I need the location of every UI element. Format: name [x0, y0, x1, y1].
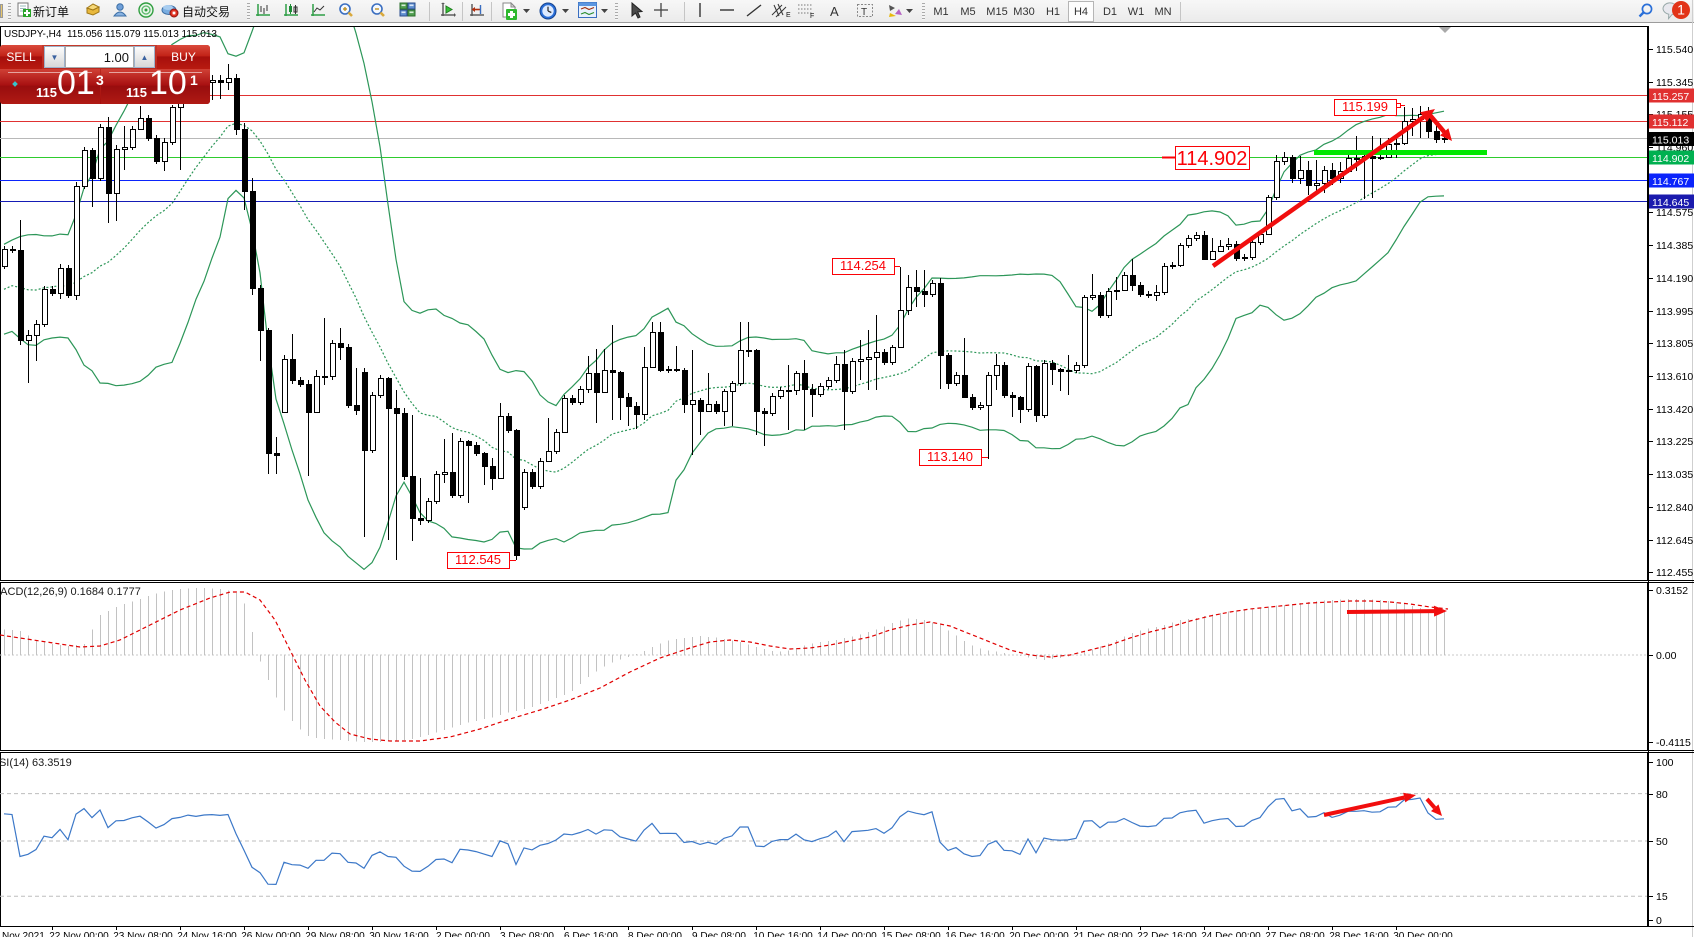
svg-text:21 Dec 08:00: 21 Dec 08:00 — [1073, 931, 1133, 937]
svg-text:115.540: 115.540 — [1656, 44, 1693, 56]
svg-text:8 Dec 00:00: 8 Dec 00:00 — [628, 931, 682, 937]
svg-text:F: F — [810, 13, 814, 20]
svg-text:114.902: 114.902 — [1177, 148, 1248, 170]
svg-text:0: 0 — [1656, 915, 1662, 927]
svg-text:29 Nov 08:00: 29 Nov 08:00 — [305, 931, 365, 937]
svg-text:113.225: 113.225 — [1656, 436, 1693, 448]
svg-text:T: T — [861, 7, 867, 18]
svg-text:114.190: 114.190 — [1656, 273, 1693, 285]
svg-text:80: 80 — [1656, 789, 1668, 801]
svg-text:112.645: 112.645 — [1656, 535, 1693, 547]
svg-text:1: 1 — [1677, 2, 1685, 18]
svg-text:Nov 2021: Nov 2021 — [2, 931, 45, 937]
svg-text:115.257: 115.257 — [1652, 91, 1689, 103]
svg-text:30 Nov 16:00: 30 Nov 16:00 — [369, 931, 429, 937]
svg-text:100: 100 — [1656, 757, 1674, 769]
svg-text:30 Dec 00:00: 30 Dec 00:00 — [1393, 931, 1453, 937]
svg-text:24 Dec 00:00: 24 Dec 00:00 — [1201, 931, 1261, 937]
svg-text:27 Dec 08:00: 27 Dec 08:00 — [1265, 931, 1325, 937]
svg-text:113.805: 113.805 — [1656, 338, 1693, 350]
svg-text:0.3152: 0.3152 — [1656, 585, 1688, 597]
svg-text:114.645: 114.645 — [1652, 197, 1689, 209]
svg-text:115.112: 115.112 — [1652, 117, 1689, 129]
svg-text:114.385: 114.385 — [1656, 240, 1693, 252]
svg-text:USDJPY-,H4 115.056 115.079 11: USDJPY-,H4 115.056 115.079 115.013 115.0… — [4, 29, 217, 40]
svg-text:114.254: 114.254 — [840, 258, 886, 273]
svg-text:115.345: 115.345 — [1656, 77, 1693, 89]
svg-text:22 Dec 16:00: 22 Dec 16:00 — [1137, 931, 1197, 937]
svg-text:114.767: 114.767 — [1652, 176, 1689, 188]
svg-text:14 Dec 00:00: 14 Dec 00:00 — [817, 931, 877, 937]
svg-text:-0.4115: -0.4115 — [1656, 737, 1691, 749]
svg-text:113.035: 113.035 — [1656, 469, 1693, 481]
svg-text:113.140: 113.140 — [927, 449, 973, 464]
svg-text:20 Dec 00:00: 20 Dec 00:00 — [1009, 931, 1069, 937]
svg-text:113.420: 113.420 — [1656, 404, 1693, 416]
svg-text:3 Dec 08:00: 3 Dec 08:00 — [500, 931, 554, 937]
svg-text:22 Nov 00:00: 22 Nov 00:00 — [49, 931, 109, 937]
svg-text:RSI(14) 63.3519: RSI(14) 63.3519 — [0, 757, 72, 769]
svg-text:114.902: 114.902 — [1652, 153, 1689, 165]
svg-text:9 Dec 08:00: 9 Dec 08:00 — [692, 931, 746, 937]
svg-text:15: 15 — [1656, 891, 1668, 903]
svg-text:10 Dec 16:00: 10 Dec 16:00 — [753, 931, 813, 937]
svg-text:15 Dec 08:00: 15 Dec 08:00 — [881, 931, 941, 937]
svg-text:112.455: 112.455 — [1656, 567, 1693, 579]
svg-text:114.575: 114.575 — [1656, 207, 1693, 219]
svg-text:16 Dec 16:00: 16 Dec 16:00 — [945, 931, 1005, 937]
svg-text:E: E — [786, 12, 791, 19]
svg-text:24 Nov 16:00: 24 Nov 16:00 — [177, 931, 237, 937]
svg-text:50: 50 — [1656, 836, 1668, 848]
svg-text:0.00: 0.00 — [1656, 650, 1677, 662]
svg-text:113.610: 113.610 — [1656, 371, 1693, 383]
svg-text:113.995: 113.995 — [1656, 306, 1693, 318]
svg-text:26 Nov 00:00: 26 Nov 00:00 — [241, 931, 301, 937]
svg-text:MACD(12,26,9) 0.1684 0.1777: MACD(12,26,9) 0.1684 0.1777 — [0, 586, 141, 598]
svg-text:115.199: 115.199 — [1342, 99, 1388, 114]
svg-text:2 Dec 00:00: 2 Dec 00:00 — [436, 931, 490, 937]
svg-text:28 Dec 16:00: 28 Dec 16:00 — [1329, 931, 1389, 937]
svg-text:6 Dec 16:00: 6 Dec 16:00 — [564, 931, 618, 937]
svg-text:115.013: 115.013 — [1652, 135, 1689, 147]
svg-text:112.840: 112.840 — [1656, 502, 1693, 514]
svg-text:112.545: 112.545 — [455, 552, 501, 567]
svg-text:23 Nov 08:00: 23 Nov 08:00 — [113, 931, 173, 937]
